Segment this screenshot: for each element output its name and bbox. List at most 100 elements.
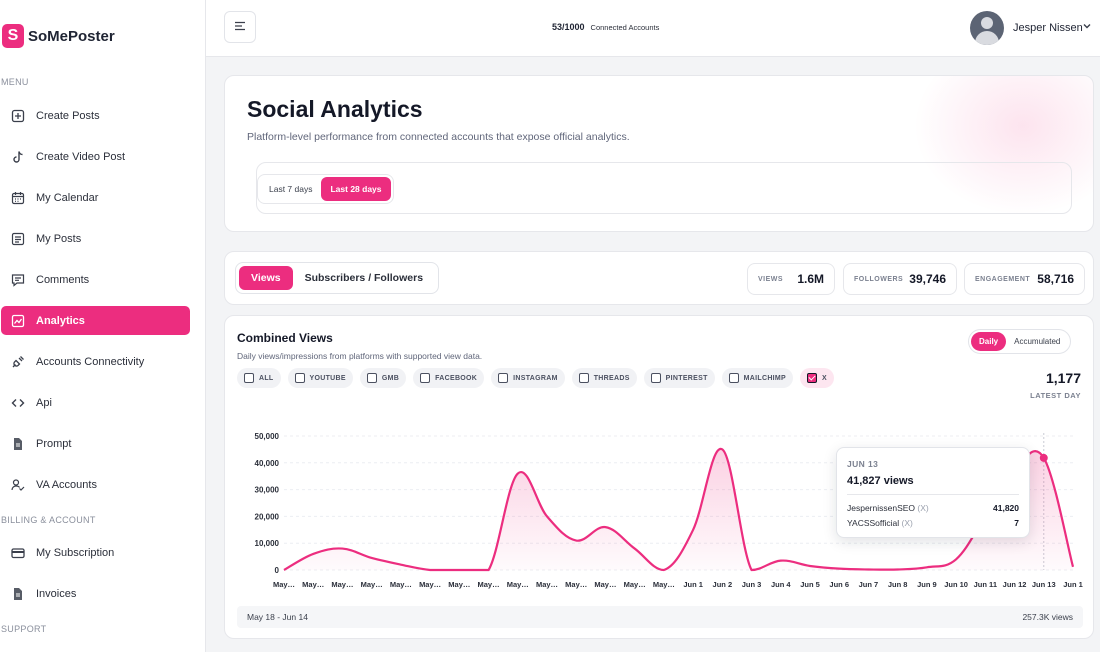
sidebar-item-my-posts[interactable]: My Posts bbox=[1, 224, 190, 253]
checkbox[interactable] bbox=[650, 373, 661, 383]
logo[interactable]: S SoMePoster bbox=[2, 24, 115, 48]
data-point[interactable] bbox=[486, 567, 492, 573]
sidebar-item-label: Prompt bbox=[36, 437, 72, 450]
filter-instagram[interactable]: INSTAGRAM bbox=[491, 368, 565, 388]
stat-value: 39,746 bbox=[909, 272, 946, 286]
combined-views-card: 0 10,000 20,000 30,000 40,000 50,000 May… May… M… bbox=[224, 315, 1094, 639]
sidebar-item-api[interactable]: Api bbox=[1, 388, 190, 417]
range-last-28-days-button[interactable]: Last 28 days bbox=[321, 177, 391, 201]
sidebar-item-label: Comments bbox=[36, 273, 90, 286]
filter-all[interactable]: ALL bbox=[237, 368, 281, 388]
platform-filters: ALL YOUTUBE GMB FACEBOOK INSTAGRAM THREA… bbox=[237, 368, 841, 388]
checkbox-checked[interactable] bbox=[807, 373, 818, 383]
data-point[interactable] bbox=[427, 567, 433, 573]
user-name[interactable]: Jesper Nissen bbox=[1013, 22, 1083, 34]
data-point[interactable] bbox=[339, 546, 345, 552]
data-point[interactable] bbox=[749, 567, 755, 573]
data-point[interactable] bbox=[778, 558, 784, 564]
mode-daily-button[interactable]: Daily bbox=[971, 332, 1007, 351]
y-tick-label: 40,000 bbox=[255, 459, 280, 468]
sidebar-item-my-calendar[interactable]: My Calendar bbox=[1, 183, 190, 212]
checkbox[interactable] bbox=[294, 373, 305, 383]
menu-toggle-button[interactable] bbox=[224, 11, 256, 43]
chart-icon bbox=[11, 314, 25, 328]
mode-accumulated-button[interactable]: Accumulated bbox=[1014, 337, 1061, 346]
data-point[interactable] bbox=[398, 562, 404, 568]
checkbox[interactable] bbox=[420, 373, 431, 383]
filter-gmb[interactable]: GMB bbox=[359, 368, 407, 388]
sidebar-item-create-video-post[interactable]: Create Video Post bbox=[1, 142, 190, 171]
date-range-panel: Last 7 days Last 28 days bbox=[256, 162, 1072, 214]
tooltip-row: YACSSofficial (X) 7 bbox=[847, 518, 1019, 528]
data-point[interactable] bbox=[690, 527, 696, 533]
data-point[interactable] bbox=[924, 564, 930, 570]
data-point[interactable] bbox=[369, 555, 375, 561]
data-point[interactable] bbox=[661, 567, 667, 573]
x-tick-label: Jun 4 bbox=[771, 580, 791, 589]
chart-total-views: 257.3K views bbox=[1022, 612, 1073, 622]
combined-views-chart[interactable]: 0 10,000 20,000 30,000 40,000 50,000 May… May… M… bbox=[225, 316, 1093, 606]
data-point[interactable] bbox=[807, 563, 813, 569]
data-point[interactable] bbox=[281, 567, 287, 573]
stat-views: VIEWS 1.6M bbox=[747, 263, 835, 295]
data-point[interactable] bbox=[836, 566, 842, 572]
y-tick-label: 20,000 bbox=[255, 512, 280, 521]
data-point[interactable] bbox=[953, 556, 959, 562]
data-point[interactable] bbox=[1070, 564, 1076, 570]
filter-label: THREADS bbox=[593, 374, 630, 382]
sidebar-item-my-subscription[interactable]: My Subscription bbox=[1, 538, 190, 567]
y-tick-label: 50,000 bbox=[255, 432, 280, 441]
hamburger-icon bbox=[234, 18, 246, 36]
section-label-support: SUPPORT bbox=[1, 624, 47, 634]
stat-value: 58,716 bbox=[1037, 272, 1074, 286]
sidebar-item-va-accounts[interactable]: VA Accounts bbox=[1, 470, 190, 499]
filter-facebook[interactable]: FACEBOOK bbox=[413, 368, 485, 388]
data-point[interactable] bbox=[865, 566, 871, 572]
sidebar-item-label: My Subscription bbox=[36, 546, 115, 559]
data-point[interactable] bbox=[456, 567, 462, 573]
data-point[interactable] bbox=[544, 513, 550, 519]
range-last-7-days-button[interactable]: Last 7 days bbox=[269, 184, 313, 194]
sidebar-item-analytics[interactable]: Analytics bbox=[1, 306, 190, 335]
checkbox[interactable] bbox=[578, 373, 589, 383]
x-tick-label: Jun 6 bbox=[829, 580, 849, 589]
series-line[interactable] bbox=[283, 448, 1075, 572]
filter-youtube[interactable]: YOUTUBE bbox=[287, 368, 353, 388]
chevron-down-icon[interactable] bbox=[1082, 21, 1092, 34]
data-point[interactable] bbox=[573, 538, 579, 544]
sidebar-item-invoices[interactable]: Invoices bbox=[1, 579, 190, 608]
sidebar-item-label: VA Accounts bbox=[36, 478, 97, 491]
topbar: 53/1000 Connected Accounts Jesper Nissen bbox=[206, 0, 1100, 57]
page-subtitle: Platform-level performance from connecte… bbox=[247, 131, 630, 143]
highlighted-point[interactable] bbox=[1039, 453, 1048, 462]
sidebar-item-accounts-connectivity[interactable]: Accounts Connectivity bbox=[1, 347, 190, 376]
checkbox[interactable] bbox=[498, 373, 509, 383]
document-icon bbox=[11, 437, 25, 451]
checkbox[interactable] bbox=[244, 373, 254, 383]
x-tick-label: Jun 1 bbox=[1063, 580, 1083, 589]
filter-mailchimp[interactable]: MAILCHIMP bbox=[721, 368, 794, 388]
sidebar-item-comments[interactable]: Comments bbox=[1, 265, 190, 294]
tab-subscribers-followers[interactable]: Subscribers / Followers bbox=[304, 272, 424, 284]
x-tick-label: Jun 10 bbox=[944, 580, 968, 589]
avatar[interactable] bbox=[970, 11, 1004, 45]
x-tick-label: Jun 13 bbox=[1032, 580, 1056, 589]
data-point[interactable] bbox=[719, 446, 725, 452]
connected-accounts-label: Connected Accounts bbox=[590, 23, 660, 32]
data-point[interactable] bbox=[310, 551, 316, 557]
checkbox[interactable] bbox=[728, 373, 739, 383]
data-point[interactable] bbox=[602, 524, 608, 530]
sidebar-item-prompt[interactable]: Prompt bbox=[1, 429, 190, 458]
checkbox[interactable] bbox=[366, 373, 377, 383]
filter-pinterest[interactable]: PINTEREST bbox=[643, 368, 715, 388]
date-range-selector: Last 7 days Last 28 days bbox=[257, 174, 394, 204]
filter-threads[interactable]: THREADS bbox=[571, 368, 637, 388]
data-point[interactable] bbox=[895, 566, 901, 572]
x-tick-label: May… bbox=[331, 580, 353, 589]
sidebar-item-create-posts[interactable]: Create Posts bbox=[1, 101, 190, 130]
data-point[interactable] bbox=[515, 471, 521, 477]
data-point[interactable] bbox=[632, 546, 638, 552]
tab-views[interactable]: Views bbox=[239, 266, 293, 290]
x-tick-label: May… bbox=[448, 580, 470, 589]
filter-x[interactable]: X bbox=[800, 368, 835, 388]
